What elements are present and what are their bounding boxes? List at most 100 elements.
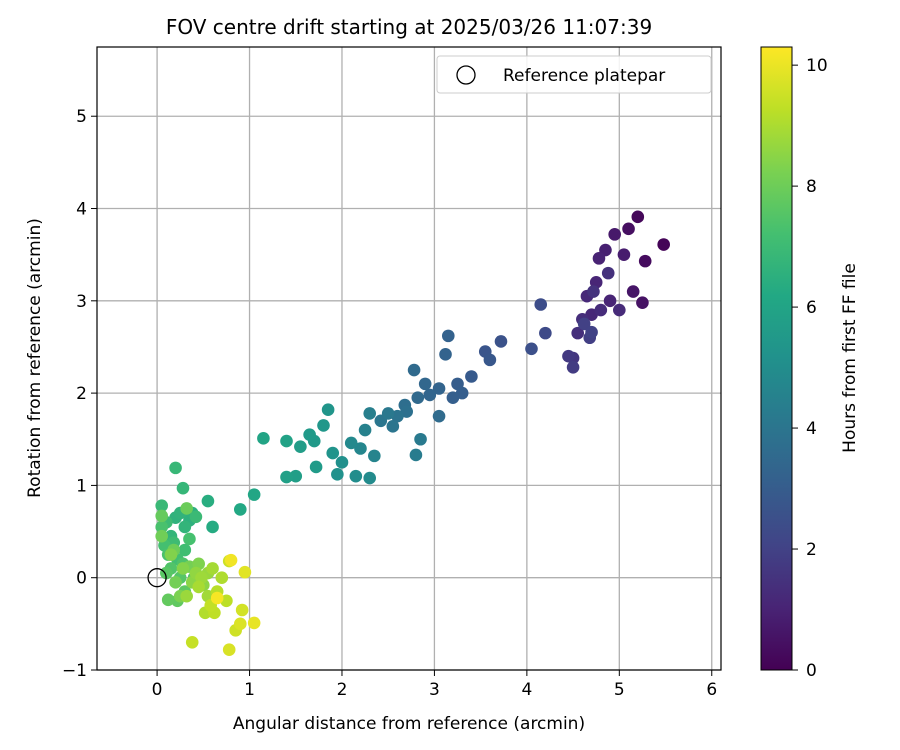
data-point [192,580,205,594]
data-point [233,617,247,631]
data-point [358,423,372,437]
data-point [386,420,400,433]
data-point [494,335,508,348]
data-point [363,471,377,485]
y-tick-label: −1 [62,661,87,681]
data-point [317,419,330,432]
legend-box [436,55,712,94]
data-point [160,566,173,580]
data-point [294,440,307,453]
data-point [233,503,247,516]
data-point [238,565,252,579]
legend: Reference platepar [436,55,712,94]
colorbar-tick-label: 6 [806,298,817,318]
data-point [439,348,452,361]
data-point [155,509,169,523]
data-point [585,325,598,339]
reference-marker [147,568,167,588]
data-point [206,562,219,575]
data-point [280,434,293,448]
data-point [164,548,178,561]
data-point [622,222,635,236]
data-point [657,238,670,251]
x-axis-label: Angular distance from reference (arcmin) [233,714,585,734]
legend-label: Reference platepar [503,66,665,86]
data-point [185,636,199,649]
colorbar-tick-label: 0 [806,661,817,681]
reference-layer [147,568,167,588]
data-point [206,520,219,534]
data-point [344,436,358,450]
data-point [381,407,395,420]
colorbar-ticks: 0 2 4 6 8 10 [792,56,828,681]
data-point [411,391,425,405]
data-point [414,432,427,446]
data-point [257,432,270,445]
data-point [155,499,169,513]
x-tick-label: 6 [706,680,717,700]
x-axis-ticks: 0 1 2 3 4 5 6 [152,670,717,700]
y-tick-label: 4 [76,200,87,220]
data-point [235,603,249,617]
data-point [423,388,437,402]
data-point [215,571,229,585]
data-point [631,210,645,224]
data-point [247,616,261,630]
data-point [636,296,649,309]
data-point [169,576,182,589]
data-point [169,461,182,475]
data-point [534,298,548,311]
data-point [335,456,349,469]
data-point [613,303,626,317]
data-point [368,449,381,463]
data-point [407,363,421,377]
x-tick-label: 0 [152,680,163,700]
data-point [321,403,335,417]
data-point [349,469,363,483]
data-point [594,303,608,317]
data-point [539,326,552,340]
data-point [155,529,169,543]
data-point [176,481,190,495]
data-point [180,589,193,603]
data-point [178,520,192,534]
data-point [183,532,196,546]
data-point [161,593,175,607]
data-point [483,353,497,367]
data-point [247,488,261,501]
data-point [418,377,432,391]
grid-lines [97,47,721,671]
x-tick-label: 2 [337,680,348,700]
y-tick-label: 0 [76,569,87,589]
data-point [280,470,293,484]
data-point [566,360,580,374]
x-tick-label: 5 [614,680,625,700]
data-point [432,382,446,395]
x-tick-label: 3 [429,680,440,700]
data-point [331,468,344,481]
data-point [224,553,238,567]
colorbar-tick-label: 10 [806,56,828,76]
y-axis-label: Rotation from reference (arcmin) [25,218,45,498]
data-point [626,285,640,298]
data-point [303,428,316,441]
data-point [210,591,224,605]
colorbar-tick-label: 2 [806,540,817,560]
data-point [577,317,591,331]
data-point [432,409,446,423]
colorbar-tick-label: 8 [806,177,817,197]
colorbar-tick-label: 4 [806,419,817,439]
data-point [608,228,621,241]
y-axis-ticks: −1 0 1 2 3 4 5 [62,107,97,681]
data-point [562,349,575,363]
data-point [603,294,617,308]
y-tick-label: 3 [76,292,87,312]
data-point [155,520,169,534]
data-point [446,391,460,405]
data-point [326,446,340,460]
data-point [571,326,585,340]
y-tick-label: 1 [76,476,87,496]
colorbar [760,46,793,671]
data-point [222,643,236,656]
